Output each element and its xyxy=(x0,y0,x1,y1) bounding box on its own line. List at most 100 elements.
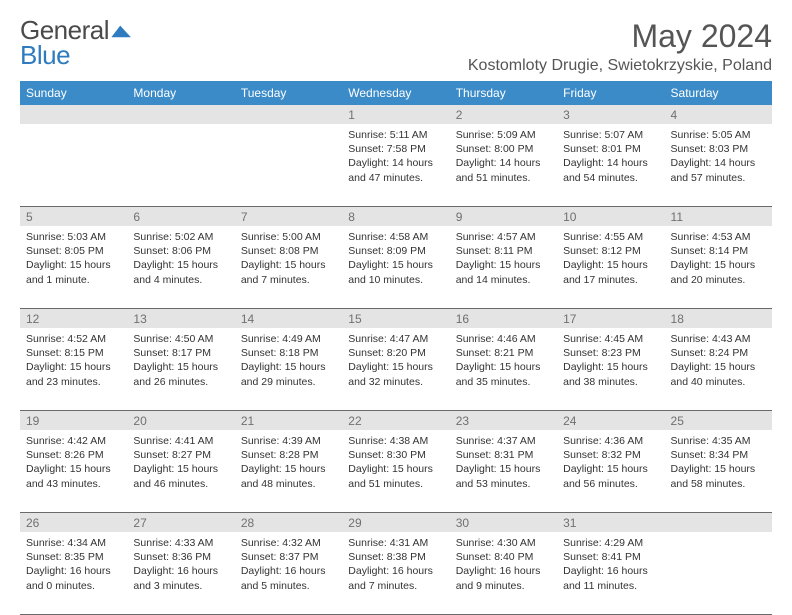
sunrise-text: Sunrise: 5:03 AM xyxy=(26,230,121,244)
day-cell: Sunrise: 4:30 AMSunset: 8:40 PMDaylight:… xyxy=(450,532,557,614)
sunset-text: Sunset: 8:14 PM xyxy=(671,244,766,258)
daylight-text-1: Daylight: 15 hours xyxy=(133,462,228,476)
daylight-text-2: and 5 minutes. xyxy=(241,579,336,593)
sunrise-text: Sunrise: 4:32 AM xyxy=(241,536,336,550)
sunset-text: Sunset: 8:38 PM xyxy=(348,550,443,564)
day-number: 19 xyxy=(20,411,127,430)
daylight-text-2: and 0 minutes. xyxy=(26,579,121,593)
sunrise-text: Sunrise: 4:37 AM xyxy=(456,434,551,448)
day-number: 25 xyxy=(665,411,772,430)
day-number: 28 xyxy=(235,513,342,532)
sunset-text: Sunset: 8:28 PM xyxy=(241,448,336,462)
week-row: Sunrise: 5:11 AMSunset: 7:58 PMDaylight:… xyxy=(20,124,772,207)
day-cell xyxy=(235,124,342,206)
sunset-text: Sunset: 8:05 PM xyxy=(26,244,121,258)
logo-text-gray: General xyxy=(20,18,109,43)
daylight-text-1: Daylight: 15 hours xyxy=(563,258,658,272)
sunset-text: Sunset: 8:35 PM xyxy=(26,550,121,564)
header: GeneralBlue May 2024 Kostomloty Drugie, … xyxy=(20,18,772,75)
sunrise-text: Sunrise: 5:00 AM xyxy=(241,230,336,244)
sunrise-text: Sunrise: 4:38 AM xyxy=(348,434,443,448)
day-number-row: 1234 xyxy=(20,105,772,124)
daylight-text-2: and 23 minutes. xyxy=(26,375,121,389)
day-cell: Sunrise: 5:05 AMSunset: 8:03 PMDaylight:… xyxy=(665,124,772,206)
day-number xyxy=(665,513,772,532)
day-cell: Sunrise: 4:31 AMSunset: 8:38 PMDaylight:… xyxy=(342,532,449,614)
daylight-text-1: Daylight: 15 hours xyxy=(26,360,121,374)
daylight-text-1: Daylight: 15 hours xyxy=(241,360,336,374)
daylight-text-2: and 7 minutes. xyxy=(241,273,336,287)
daylight-text-1: Daylight: 15 hours xyxy=(348,462,443,476)
daylight-text-2: and 51 minutes. xyxy=(348,477,443,491)
daylight-text-1: Daylight: 15 hours xyxy=(133,360,228,374)
sunset-text: Sunset: 8:34 PM xyxy=(671,448,766,462)
day-number: 18 xyxy=(665,309,772,328)
daylight-text-2: and 32 minutes. xyxy=(348,375,443,389)
sunset-text: Sunset: 8:37 PM xyxy=(241,550,336,564)
day-cell: Sunrise: 4:55 AMSunset: 8:12 PMDaylight:… xyxy=(557,226,664,308)
day-number: 14 xyxy=(235,309,342,328)
daylight-text-2: and 57 minutes. xyxy=(671,171,766,185)
sunrise-text: Sunrise: 4:57 AM xyxy=(456,230,551,244)
daylight-text-1: Daylight: 16 hours xyxy=(456,564,551,578)
day-cell: Sunrise: 5:00 AMSunset: 8:08 PMDaylight:… xyxy=(235,226,342,308)
day-cell: Sunrise: 4:39 AMSunset: 8:28 PMDaylight:… xyxy=(235,430,342,512)
daylight-text-1: Daylight: 15 hours xyxy=(348,258,443,272)
daylight-text-2: and 58 minutes. xyxy=(671,477,766,491)
day-number: 2 xyxy=(450,105,557,124)
sunset-text: Sunset: 8:32 PM xyxy=(563,448,658,462)
day-number: 7 xyxy=(235,207,342,226)
day-number: 16 xyxy=(450,309,557,328)
day-cell: Sunrise: 5:03 AMSunset: 8:05 PMDaylight:… xyxy=(20,226,127,308)
sunset-text: Sunset: 8:26 PM xyxy=(26,448,121,462)
day-cell: Sunrise: 4:36 AMSunset: 8:32 PMDaylight:… xyxy=(557,430,664,512)
weekday-mon: Monday xyxy=(127,81,234,105)
day-cell: Sunrise: 4:41 AMSunset: 8:27 PMDaylight:… xyxy=(127,430,234,512)
sunrise-text: Sunrise: 4:45 AM xyxy=(563,332,658,346)
day-cell: Sunrise: 4:35 AMSunset: 8:34 PMDaylight:… xyxy=(665,430,772,512)
daylight-text-1: Daylight: 15 hours xyxy=(671,258,766,272)
daylight-text-2: and 35 minutes. xyxy=(456,375,551,389)
daylight-text-2: and 29 minutes. xyxy=(241,375,336,389)
logo: GeneralBlue xyxy=(20,18,133,67)
sunrise-text: Sunrise: 4:43 AM xyxy=(671,332,766,346)
daylight-text-1: Daylight: 15 hours xyxy=(241,462,336,476)
day-number: 26 xyxy=(20,513,127,532)
daylight-text-2: and 4 minutes. xyxy=(133,273,228,287)
day-number xyxy=(235,105,342,124)
daylight-text-1: Daylight: 14 hours xyxy=(348,156,443,170)
day-number: 20 xyxy=(127,411,234,430)
sunrise-text: Sunrise: 4:42 AM xyxy=(26,434,121,448)
daylight-text-1: Daylight: 15 hours xyxy=(26,462,121,476)
sunset-text: Sunset: 8:41 PM xyxy=(563,550,658,564)
day-cell: Sunrise: 4:46 AMSunset: 8:21 PMDaylight:… xyxy=(450,328,557,410)
day-number xyxy=(20,105,127,124)
day-number-row: 567891011 xyxy=(20,207,772,226)
weekday-fri: Friday xyxy=(557,81,664,105)
day-cell: Sunrise: 5:02 AMSunset: 8:06 PMDaylight:… xyxy=(127,226,234,308)
day-number: 13 xyxy=(127,309,234,328)
sunset-text: Sunset: 8:36 PM xyxy=(133,550,228,564)
daylight-text-2: and 43 minutes. xyxy=(26,477,121,491)
daylight-text-2: and 3 minutes. xyxy=(133,579,228,593)
sunset-text: Sunset: 8:12 PM xyxy=(563,244,658,258)
sunrise-text: Sunrise: 4:55 AM xyxy=(563,230,658,244)
sunrise-text: Sunrise: 5:07 AM xyxy=(563,128,658,142)
daylight-text-1: Daylight: 15 hours xyxy=(671,360,766,374)
week-row: Sunrise: 4:52 AMSunset: 8:15 PMDaylight:… xyxy=(20,328,772,411)
sunrise-text: Sunrise: 4:58 AM xyxy=(348,230,443,244)
day-number: 8 xyxy=(342,207,449,226)
day-cell: Sunrise: 5:11 AMSunset: 7:58 PMDaylight:… xyxy=(342,124,449,206)
day-number-row: 262728293031 xyxy=(20,513,772,532)
daylight-text-1: Daylight: 16 hours xyxy=(563,564,658,578)
daylight-text-1: Daylight: 15 hours xyxy=(671,462,766,476)
day-number: 23 xyxy=(450,411,557,430)
daylight-text-2: and 14 minutes. xyxy=(456,273,551,287)
day-number: 1 xyxy=(342,105,449,124)
day-cell: Sunrise: 4:58 AMSunset: 8:09 PMDaylight:… xyxy=(342,226,449,308)
daylight-text-1: Daylight: 15 hours xyxy=(241,258,336,272)
sunrise-text: Sunrise: 4:33 AM xyxy=(133,536,228,550)
daylight-text-2: and 47 minutes. xyxy=(348,171,443,185)
day-number: 5 xyxy=(20,207,127,226)
day-number: 6 xyxy=(127,207,234,226)
